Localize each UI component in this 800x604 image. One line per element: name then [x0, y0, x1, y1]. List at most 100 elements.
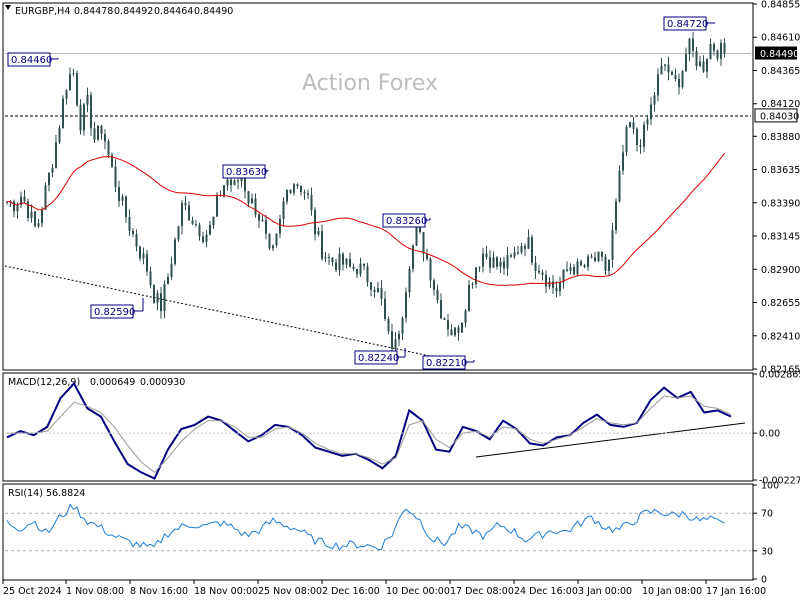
candle-body — [104, 133, 106, 142]
candle-body — [667, 64, 670, 73]
candle-body — [440, 300, 442, 319]
candle-body — [433, 280, 435, 290]
candle-body — [307, 193, 309, 195]
candle-body — [268, 233, 271, 249]
main-reference-lines — [5, 53, 751, 117]
price-labels: 0.84460 0.82590 0.83630 0.82240 0.83260 0.822… — [7, 16, 715, 370]
candle-body — [328, 257, 330, 259]
candle-body — [251, 198, 253, 204]
candle-body — [223, 185, 225, 196]
price-axis: 0.84855 0.84610 0.84365 0.84120 0.83880 0.836… — [753, 0, 800, 376]
candle-body — [573, 267, 575, 275]
candle-body — [44, 185, 47, 210]
candle-body — [639, 145, 642, 147]
candle-body — [97, 125, 99, 140]
candle-body — [34, 211, 36, 227]
candle-body — [62, 98, 64, 129]
candle-body — [601, 251, 603, 257]
collapse-arrow-icon[interactable] — [5, 5, 11, 10]
candle-body — [716, 50, 719, 59]
candle-body — [198, 224, 201, 237]
rsi-tick-label: 0 — [761, 575, 767, 586]
time-tick-label: 25 Nov 08:00 — [258, 586, 322, 597]
candle-body — [149, 271, 152, 286]
price-label: 0.84460 — [11, 55, 52, 66]
ohlc-high: 0.84492 — [114, 6, 153, 17]
candle-body — [335, 262, 337, 271]
candle-body — [454, 327, 456, 336]
candle-body — [559, 282, 561, 292]
ohlc-low: 0.84464 — [154, 6, 193, 17]
candle-body — [664, 64, 666, 66]
candle-body — [279, 218, 281, 234]
candle-body — [671, 72, 673, 75]
candle-body — [471, 284, 474, 286]
price-tick-label: 0.84855 — [761, 0, 800, 11]
candle-body — [233, 180, 236, 186]
candle-body — [604, 256, 607, 271]
time-tick-label: 25 Oct 2024 — [3, 586, 62, 597]
price-tick-label: 0.83145 — [761, 232, 800, 243]
candle-body — [37, 223, 40, 227]
price-tick-label: 0.82165 — [761, 365, 800, 376]
candle-body — [699, 61, 701, 67]
candle-body — [55, 142, 57, 168]
candle-body — [412, 245, 414, 269]
price-label: 0.83630 — [226, 167, 267, 178]
price-label: 0.82210 — [426, 358, 467, 369]
candle-body — [76, 73, 78, 106]
candle-body — [464, 310, 467, 323]
price-tick-label: 0.84610 — [761, 33, 800, 44]
candle-body — [401, 317, 404, 334]
candle-body — [30, 211, 33, 218]
candle-body — [380, 288, 383, 299]
candle-body — [419, 226, 421, 232]
candle-body — [580, 261, 582, 266]
candle-body — [629, 122, 631, 128]
candle-body — [237, 180, 239, 182]
candle-body — [513, 252, 516, 257]
macd-trendline — [475, 422, 746, 458]
header: EURGBP,H4 0.84478 0.84492 0.84464 0.8449… — [5, 5, 233, 17]
candle-body — [258, 214, 260, 221]
candle-body — [594, 257, 596, 261]
candle-body — [436, 289, 439, 301]
candle-body — [247, 191, 250, 204]
current-price-label: 0.84490 — [760, 49, 799, 60]
time-tick-label: 1 Nov 08:00 — [66, 586, 124, 597]
candle-body — [317, 231, 320, 235]
candle-body — [114, 166, 117, 188]
candle-body — [391, 331, 393, 349]
time-tick-label: 2 Dec 16:00 — [322, 586, 380, 597]
symbol-label: EURGBP,H4 — [15, 6, 70, 17]
candle-body — [720, 42, 722, 59]
price-tick-label: 0.82410 — [761, 331, 800, 342]
candle-body — [499, 261, 502, 267]
candle-body — [531, 237, 533, 263]
candle-body — [370, 282, 372, 290]
candle-body — [107, 141, 110, 156]
rsi-axis: 100 70 30 0 — [753, 481, 779, 586]
candle-body — [16, 204, 19, 212]
candle-body — [163, 283, 166, 312]
candle-body — [20, 196, 22, 205]
rsi-line — [6, 503, 725, 552]
candle-body — [160, 293, 162, 312]
candle-body — [345, 258, 348, 265]
macd-title: MACD(12,26,9) — [8, 377, 80, 388]
rsi-panel[interactable] — [2, 483, 754, 581]
candle-body — [478, 266, 481, 268]
candle-body — [503, 261, 505, 269]
candle-body — [366, 266, 369, 283]
price-label: 0.83260 — [386, 216, 427, 227]
candle-body — [324, 257, 327, 259]
candle-body — [41, 209, 43, 224]
candle-body — [702, 61, 705, 72]
candle-body — [216, 195, 218, 217]
price-tick-label: 0.82900 — [761, 265, 800, 276]
candle-body — [394, 339, 397, 349]
time-tick-label: 17 Jan 16:00 — [706, 586, 766, 597]
candle-body — [674, 74, 677, 79]
candle-body — [657, 74, 659, 96]
candle-body — [650, 104, 652, 120]
